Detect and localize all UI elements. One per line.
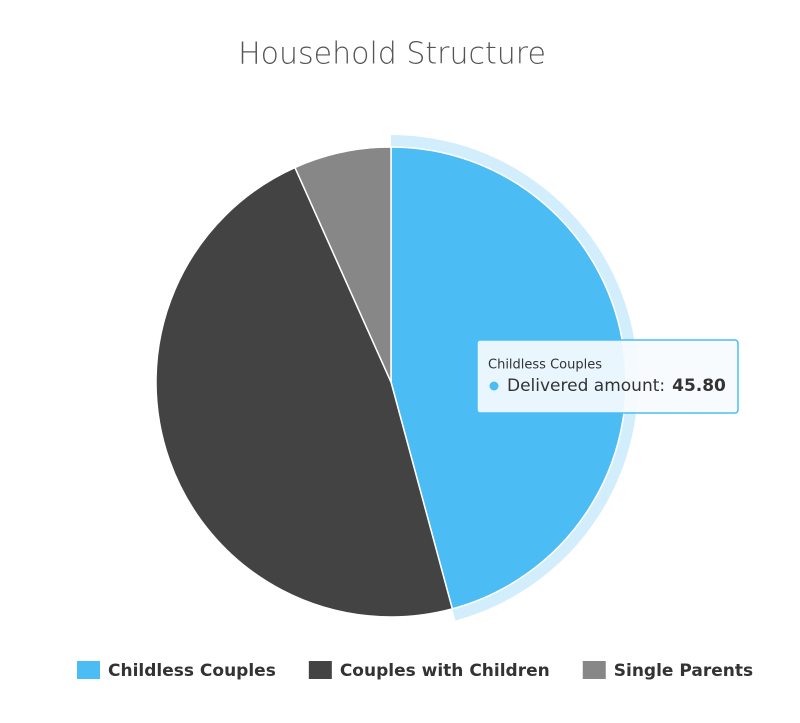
- tooltip-dot: [489, 381, 499, 391]
- slice[interactable]: [293, 146, 392, 383]
- tooltip-title: Childless Couples: [488, 358, 602, 373]
- legend-label[interactable]: Couples with Children: [340, 661, 550, 681]
- legend-swatch: [582, 661, 606, 679]
- legend-label[interactable]: Childless Couples: [108, 661, 276, 681]
- legend-swatch: [308, 661, 332, 679]
- chart-title: Household Structure: [238, 37, 546, 72]
- tooltip-box: [476, 339, 739, 414]
- tooltip-series: Delivered amount:: [507, 376, 665, 396]
- legend-swatch: [77, 661, 100, 679]
- slice[interactable]: [155, 166, 454, 618]
- legend: Childless Couples Couples with Children Si…: [77, 661, 753, 681]
- legend-label[interactable]: Single Parents: [614, 661, 753, 681]
- tooltip: Childless Couples Delivered amount: 45.80: [476, 339, 739, 414]
- tooltip-value: 45.80: [672, 376, 726, 396]
